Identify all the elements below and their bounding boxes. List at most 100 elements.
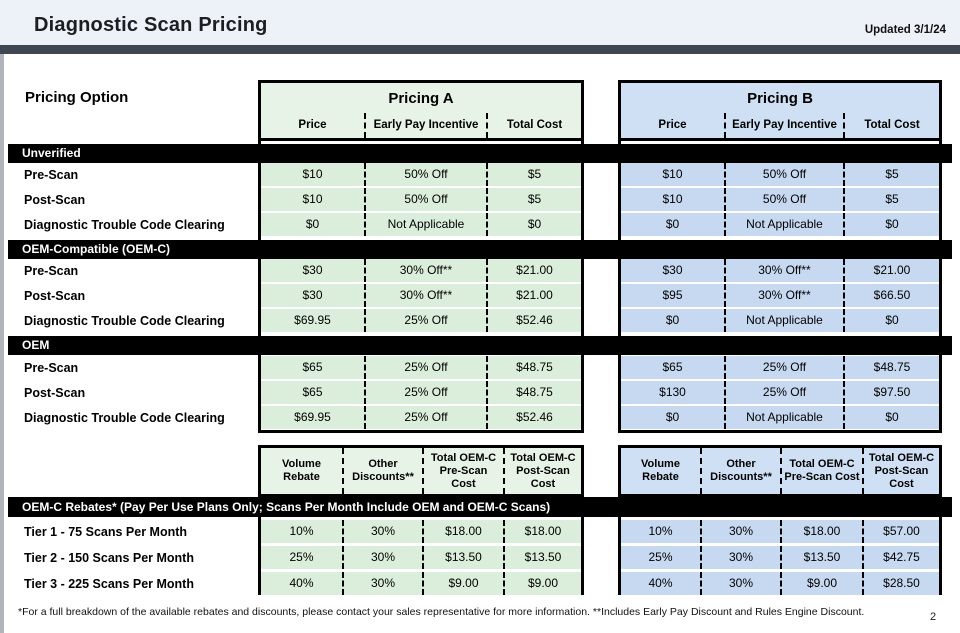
other-discounts-cell: 30%: [700, 546, 780, 569]
column-header-postscan-cost: Total OEM-C Post-Scan Cost: [862, 448, 939, 494]
pricing-a-title: Pricing A: [388, 90, 454, 107]
column-header-prescan-cost: Total OEM-C Pre-Scan Cost: [422, 448, 503, 494]
prescan-cost-cell: $13.50: [780, 546, 862, 569]
price-cell: $30: [261, 284, 364, 307]
table-row: Pre-Scan $65 25% Off $48.75 $65 25% Off …: [0, 356, 960, 381]
column-header-postscan-cost: Total OEM-C Post-Scan Cost: [503, 448, 581, 494]
prescan-cost-cell: $18.00: [780, 520, 862, 543]
prescan-cost-cell: $18.00: [422, 520, 503, 543]
page-number: 2: [930, 611, 937, 623]
price-cell: $65: [261, 381, 364, 404]
postscan-cost-cell: $57.00: [862, 520, 939, 543]
rebates-b-header: Volume Rebate Other Discounts** Total OE…: [621, 448, 939, 497]
total-cost-cell: $21.00: [486, 284, 581, 307]
column-header-volume-rebate: Volume Rebate: [282, 458, 321, 483]
column-header-early-pay: Early Pay Incentive: [364, 113, 486, 138]
early-pay-cell: 25% Off: [364, 381, 486, 404]
column-header-prescan-cost: Total OEM-C Pre-Scan Cost: [780, 448, 862, 494]
prescan-cost-cell: $9.00: [780, 572, 862, 595]
pricing-option-label: Pricing Option: [25, 89, 129, 106]
early-pay-cell: 25% Off: [724, 381, 843, 404]
price-cell: $30: [261, 259, 364, 282]
pricing-a-column-headers: Price Early Pay Incentive Total Cost: [261, 113, 581, 138]
table-row: Tier 3 - 225 Scans Per Month 40% 30% $9.…: [0, 572, 960, 597]
other-discounts-cell: 30%: [342, 520, 422, 543]
footnote: *For a full breakdown of the available r…: [18, 606, 865, 618]
early-pay-cell: 50% Off: [364, 188, 486, 211]
table-row: Post-Scan $10 50% Off $5 $10 50% Off $5: [0, 188, 960, 213]
volume-rebate-cell: 40%: [261, 572, 342, 595]
pricing-a-header: Pricing A Price Early Pay Incentive Tota…: [261, 83, 581, 141]
prescan-cost-cell: $9.00: [422, 572, 503, 595]
other-discounts-cell: 30%: [700, 520, 780, 543]
price-cell: $95: [621, 284, 724, 307]
total-cost-cell: $5: [843, 188, 939, 211]
total-cost-cell: $5: [843, 163, 939, 186]
total-cost-cell: $52.46: [486, 309, 581, 332]
total-cost-cell: $0: [486, 213, 581, 236]
volume-rebate-cell: 25%: [261, 546, 342, 569]
price-cell: $69.95: [261, 406, 364, 429]
other-discounts-cell: 30%: [342, 572, 422, 595]
total-cost-cell: $0: [843, 406, 939, 429]
table-row: Tier 2 - 150 Scans Per Month 25% 30% $13…: [0, 546, 960, 571]
early-pay-cell: 25% Off: [364, 356, 486, 379]
pricing-b-header: Pricing B Price Early Pay Incentive Tota…: [621, 83, 939, 141]
early-pay-cell: Not Applicable: [724, 309, 843, 332]
table-row: Post-Scan $65 25% Off $48.75 $130 25% Of…: [0, 381, 960, 406]
early-pay-cell: 25% Off: [364, 309, 486, 332]
price-cell: $30: [621, 259, 724, 282]
total-cost-cell: $66.50: [843, 284, 939, 307]
row-label: Tier 1 - 75 Scans Per Month: [24, 525, 188, 539]
price-cell: $130: [621, 381, 724, 404]
total-cost-cell: $5: [486, 163, 581, 186]
pricing-b-column-headers: Price Early Pay Incentive Total Cost: [621, 113, 939, 138]
column-header-other-discounts: Other Discounts**: [342, 448, 422, 494]
table-row: Diagnostic Trouble Code Clearing $69.95 …: [0, 309, 960, 334]
total-cost-cell: $0: [843, 309, 939, 332]
total-cost-cell: $48.75: [843, 356, 939, 379]
early-pay-cell: 30% Off**: [364, 259, 486, 282]
volume-rebate-cell: 10%: [621, 520, 700, 543]
price-cell: $0: [261, 213, 364, 236]
volume-rebate-cell: 40%: [621, 572, 700, 595]
total-cost-cell: $48.75: [486, 381, 581, 404]
price-cell: $65: [261, 356, 364, 379]
early-pay-cell: 25% Off: [364, 406, 486, 429]
row-label: Diagnostic Trouble Code Clearing: [24, 411, 225, 425]
price-cell: $10: [621, 188, 724, 211]
column-header-total-cost: Total Cost: [486, 113, 581, 138]
total-cost-cell: $48.75: [486, 356, 581, 379]
row-label: Tier 2 - 150 Scans Per Month: [24, 551, 194, 565]
early-pay-cell: Not Applicable: [724, 213, 843, 236]
total-cost-cell: $21.00: [486, 259, 581, 282]
column-header-total-cost: Total Cost: [843, 113, 939, 138]
early-pay-cell: 30% Off**: [724, 284, 843, 307]
table-row: Tier 1 - 75 Scans Per Month 10% 30% $18.…: [0, 520, 960, 545]
row-label: Diagnostic Trouble Code Clearing: [24, 314, 225, 328]
top-header: Diagnostic Scan Pricing Updated 3/1/24: [0, 0, 960, 45]
other-discounts-cell: 30%: [342, 546, 422, 569]
price-cell: $10: [261, 188, 364, 211]
page-title: Diagnostic Scan Pricing: [34, 14, 268, 36]
volume-rebate-cell: 10%: [261, 520, 342, 543]
other-discounts-cell: 30%: [700, 572, 780, 595]
row-label: Post-Scan: [24, 289, 86, 303]
price-cell: $10: [621, 163, 724, 186]
table-row: Pre-Scan $10 50% Off $5 $10 50% Off $5: [0, 163, 960, 188]
price-cell: $10: [261, 163, 364, 186]
postscan-cost-cell: $9.00: [503, 572, 581, 595]
price-cell: $69.95: [261, 309, 364, 332]
row-label: Pre-Scan: [24, 264, 79, 278]
section-bar-oemc-rebates: OEM-C Rebates* (Pay Per Use Plans Only; …: [8, 497, 952, 517]
updated-date: Updated 3/1/24: [864, 24, 946, 36]
total-cost-cell: $5: [486, 188, 581, 211]
price-cell: $0: [621, 213, 724, 236]
early-pay-cell: 50% Off: [724, 163, 843, 186]
pricing-b-title: Pricing B: [747, 90, 813, 107]
postscan-cost-cell: $42.75: [862, 546, 939, 569]
price-cell: $65: [621, 356, 724, 379]
row-label: Pre-Scan: [24, 168, 79, 182]
price-cell: $0: [621, 406, 724, 429]
